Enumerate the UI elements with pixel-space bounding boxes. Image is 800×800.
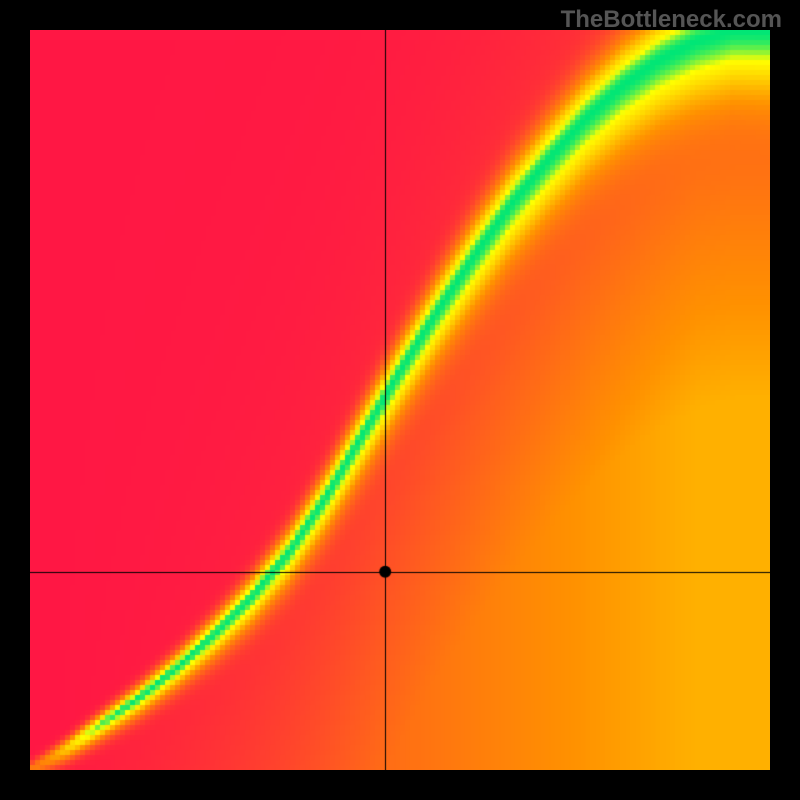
heatmap-plot [30,30,770,770]
heatmap-canvas [30,30,770,770]
watermark-label: TheBottleneck.com [561,6,782,34]
